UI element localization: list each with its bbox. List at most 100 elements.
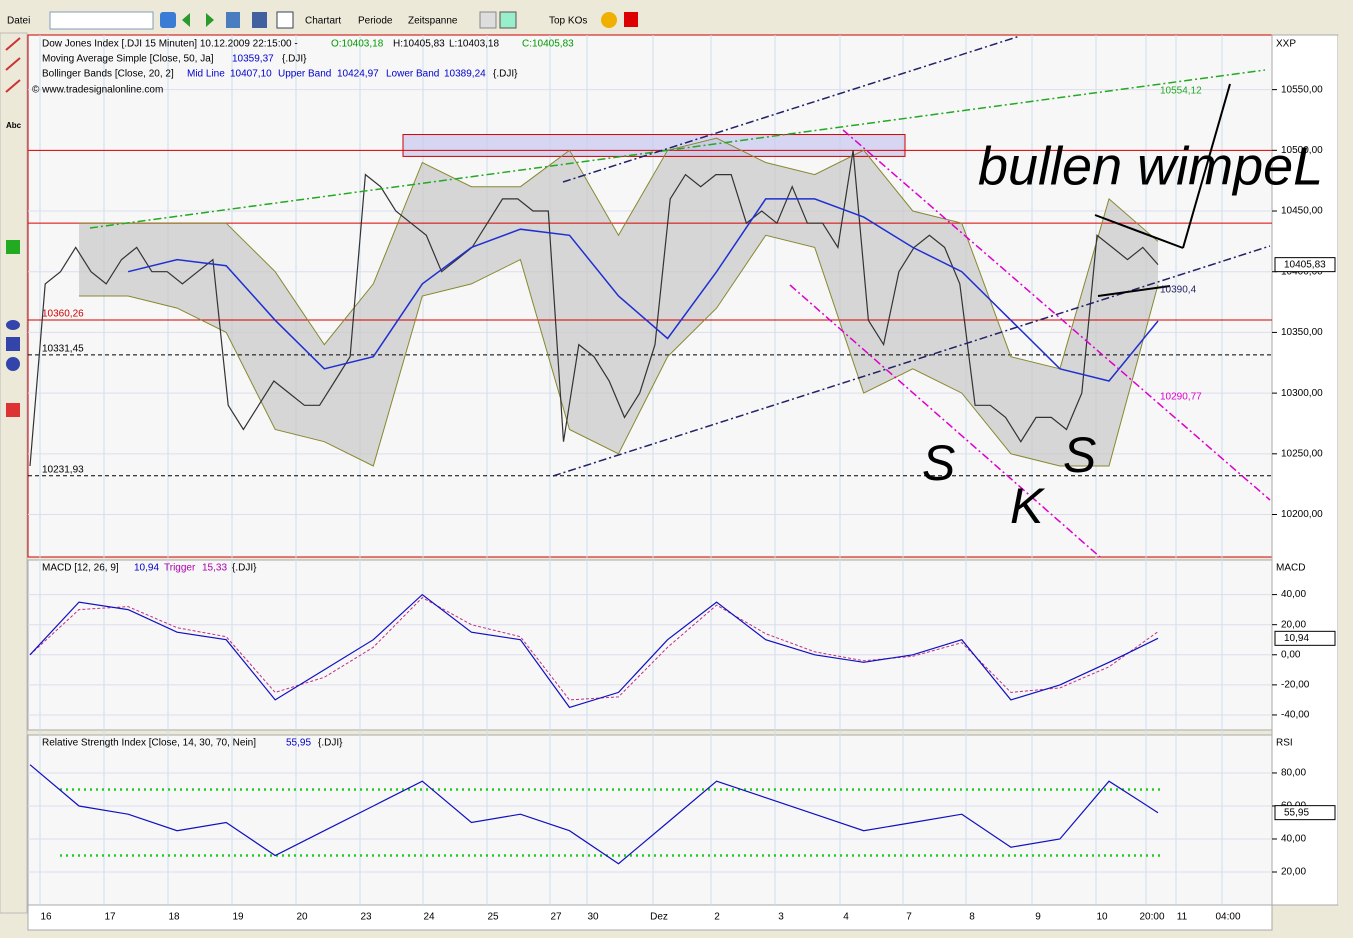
fib-tool[interactable] [6,240,20,254]
y-tick-label: 0,00 [1281,649,1301,660]
legend-bb-up: Upper Band [278,69,331,80]
ellipse-tool[interactable] [6,320,20,330]
y-tick-label: 10300,00 [1281,388,1323,399]
menu-chartart[interactable]: Chartart [305,16,341,27]
legend-h: H:10405,83 [393,39,445,50]
x-tick-label: 2 [714,912,720,923]
macd-trig: Trigger [164,563,196,574]
y-tick-label: 10500,00 [1281,145,1323,156]
resistance-zone [402,134,906,157]
menu-topkos[interactable]: Top KOs [549,16,587,27]
x-tick-label: 04:00 [1215,912,1240,923]
y-tick-label: 20,00 [1281,867,1306,878]
rsi-val: 55,95 [286,738,311,749]
macd-trig-val: 15,33 [202,563,227,574]
macd-sym: {.DJI} [232,563,257,574]
y-tick-label: 10450,00 [1281,206,1323,217]
x-tick-label: 27 [550,912,562,923]
y-tick-label: 40,00 [1281,589,1306,600]
macd-val: 10,94 [134,563,159,574]
x-tick-label: Dez [650,912,668,923]
save[interactable] [252,12,267,28]
trend-green [89,69,1266,229]
y-tick-label: 20,00 [1281,619,1306,630]
x-tick-label: 10 [1096,912,1108,923]
x-tick-label: 9 [1035,912,1041,923]
magnet-tool[interactable] [6,403,20,417]
head: K [1010,478,1046,534]
legend-bb-mid-val: 10407,10 [230,69,272,80]
x-tick-label: 20 [296,912,308,923]
circle-tool[interactable] [6,357,20,371]
macd-trigger [29,596,1159,701]
shoulder-left: S [922,435,955,491]
rsi-legend: Relative Strength Index [Close, 14, 30, … [42,738,256,749]
text-tool[interactable]: Abc [6,121,22,130]
pointer[interactable] [479,11,497,29]
x-tick-label: 19 [232,912,244,923]
trend-label-lower: 10390,4 [1160,285,1197,296]
menu-periode[interactable]: Periode [358,16,393,27]
lower-band [79,234,1159,467]
price-axis [1271,34,1339,906]
macd-axis-name: MACD [1276,563,1305,574]
legend-ma: Moving Average Simple [Close, 50, Ja] [42,54,214,65]
legend-bb-sym: {.DJI} [493,69,518,80]
menu-datei[interactable]: Datei [7,16,30,27]
search-icon[interactable] [160,12,176,28]
price-line [29,150,1159,467]
trend-lower [552,245,1271,477]
last-value-label: 10,94 [1284,633,1309,644]
moving-average [127,198,1159,382]
left-tools: Abc [5,37,22,417]
x-tick-label: 3 [778,912,784,923]
refresh[interactable] [226,12,240,28]
rsi-sym: {.DJI} [318,738,343,749]
last-value-label: 55,95 [1284,807,1309,818]
x-tick-label: 18 [168,912,180,923]
legend-c: C:10405,83 [522,39,574,50]
annotations: bullen wimpeL S K S [922,136,1323,534]
x-tick-label: 11 [1177,912,1188,923]
help[interactable] [601,12,617,28]
last-value-box [1274,805,1336,821]
level-label: 10231,93 [42,464,84,475]
left-toolbar [0,32,28,914]
x-tick-label: 25 [487,912,499,923]
legend-bb-lo: Lower Band [386,69,439,80]
legend-name: Dow Jones Index [.DJI 15 Minuten] 10.12.… [42,39,298,50]
last-value-box [1274,257,1336,273]
legend-l: L:10403,18 [449,39,499,50]
x-tick-label: 30 [587,912,599,923]
menu-zeitspanne[interactable]: Zeitspanne [408,16,458,27]
draw-tools[interactable] [5,37,21,93]
last-value-box [1274,630,1336,646]
price-axis-name: XXP [1276,39,1296,50]
x-tick-label: 16 [40,912,52,923]
x-tick-label: 23 [360,912,372,923]
macd-panel [27,559,1273,731]
y-tick-label: 10250,00 [1281,448,1323,459]
trend-magenta [789,129,1271,558]
legend-ma-sym: {.DJI} [282,54,307,65]
y-tick-label: 80,00 [1281,768,1306,779]
nav-arrows[interactable] [182,13,214,27]
zoom[interactable] [499,11,517,29]
macd-line [29,593,1159,709]
x-tick-label: 7 [906,912,912,923]
shoulder-right: S [1063,427,1096,483]
props[interactable] [276,11,294,29]
toolbar: Datei Chartart Periode Zeitspanne Top KO… [7,11,1353,48]
y-tick-label: 10350,00 [1281,327,1323,338]
flag[interactable] [624,12,638,27]
rect-tool[interactable] [6,337,20,351]
band-fill [79,138,1159,466]
legend-bb-up-val: 10424,97 [337,69,379,80]
plots: 16 17 18 19 20 23 24 25 27 30 Dez 2 3 4 7 8 9 10 20:00 11 04… [28,35,1336,923]
pennant-note: bullen wimpeL [978,136,1323,196]
search-input[interactable] [49,11,154,30]
x-tick-label: 17 [104,912,116,923]
legends: Dow Jones Index [.DJI 15 Minuten] 10.12.… [32,39,1305,749]
rsi-line [29,764,1159,865]
